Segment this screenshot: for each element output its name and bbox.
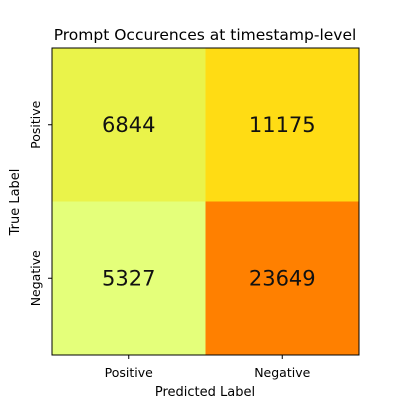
cell-value-label: 23649: [249, 266, 316, 290]
y-tick-label: Positive: [28, 100, 43, 148]
x-tick-label: Positive: [105, 365, 153, 380]
x-axis-label: Predicted Label: [155, 385, 255, 400]
x-axis-ticks: Positive Negative: [105, 355, 311, 380]
plot-frame: [51, 47, 360, 356]
y-axis-label: True Label: [8, 169, 23, 237]
y-axis-ticks: Positive Negative: [28, 100, 52, 306]
cell-value-label: 5327: [102, 266, 155, 290]
heatmap-cell: [205, 201, 359, 355]
y-tick-label: Negative: [28, 250, 43, 306]
heatmap-cells: 6844 11175 5327 23649: [52, 48, 359, 355]
x-tick-label: Negative: [254, 365, 310, 380]
heatmap-cell: [52, 201, 206, 355]
chart-title: Prompt Occurences at timestamp-level: [54, 26, 357, 44]
cell-value-label: 11175: [249, 113, 316, 137]
heatmap-cell: [205, 48, 359, 202]
heatmap-cell: [52, 48, 206, 202]
cell-value-label: 6844: [102, 113, 155, 137]
